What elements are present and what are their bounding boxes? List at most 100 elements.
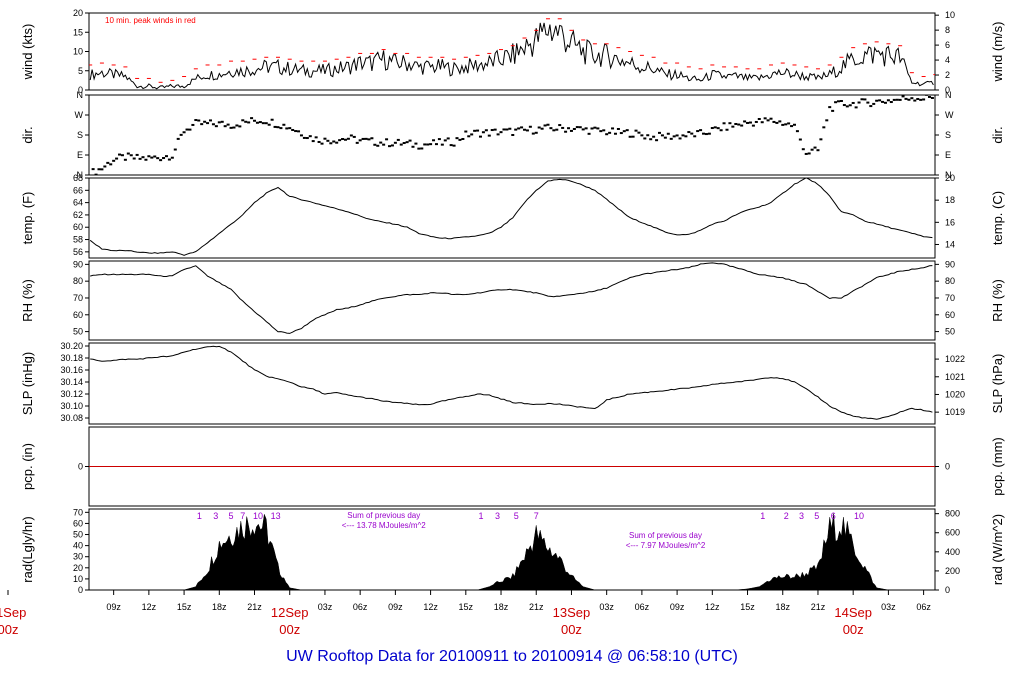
y2-tick-label: W	[945, 110, 954, 120]
y2-tick-label: E	[945, 150, 951, 160]
y2-tick-label: 1019	[945, 407, 965, 417]
direction-point	[916, 97, 920, 100]
y-tick-label: 20	[73, 563, 83, 573]
y-tick-label: 10	[73, 47, 83, 57]
direction-point	[126, 152, 130, 155]
panel-temp: 56 58 60 62 64 66 68 14 16 18 20 temp. (F) temp. (C)	[20, 173, 1005, 259]
direction-point	[164, 155, 168, 158]
direction-point	[247, 121, 251, 124]
direction-point	[408, 139, 412, 142]
direction-point	[590, 127, 594, 130]
direction-point	[167, 158, 171, 161]
direction-point	[349, 134, 353, 137]
direction-point	[355, 141, 359, 144]
direction-point	[637, 131, 641, 134]
day-date-label: 12Sep	[271, 605, 309, 620]
radiation-sum-note: Sum of previous day	[347, 511, 420, 520]
direction-point	[881, 100, 885, 103]
y-tick-label: 0	[78, 585, 83, 595]
direction-point	[473, 129, 477, 132]
direction-point	[176, 137, 180, 140]
direction-point	[255, 121, 259, 124]
x-tick-label: 06z	[916, 602, 931, 612]
y-tick-label: N	[77, 90, 84, 100]
y2-tick-label: 800	[945, 509, 960, 519]
direction-point	[684, 135, 688, 138]
direction-point	[910, 97, 914, 100]
direction-point	[772, 120, 776, 123]
direction-point	[605, 133, 609, 136]
direction-point	[464, 130, 468, 133]
direction-point	[206, 122, 210, 125]
y-tick-label: 10	[73, 574, 83, 584]
y-tick-label: 56	[73, 247, 83, 257]
direction-point	[302, 136, 306, 139]
direction-point	[162, 157, 166, 160]
direction-point	[267, 123, 271, 126]
direction-point	[927, 95, 931, 98]
direction-point	[546, 123, 550, 126]
direction-point	[649, 138, 653, 141]
direction-point	[118, 153, 122, 156]
direction-point	[367, 138, 371, 141]
direction-point	[390, 144, 394, 147]
panel-wind: 0 5 10 15 20 0 2 4 6 8 10 wind (kts) wind (m/s) 10 mi…	[20, 8, 1005, 95]
y-tick-label: 68	[73, 173, 83, 183]
direction-point	[628, 135, 632, 138]
y-tick-label: 0	[78, 462, 83, 472]
sun-hour-mark: 3	[495, 511, 500, 521]
direction-point	[432, 139, 436, 142]
direction-point	[655, 139, 659, 142]
y2-tick-label: 90	[945, 259, 955, 269]
day-hour-label: 00z	[561, 622, 582, 637]
direction-point	[663, 136, 667, 139]
direction-point	[487, 134, 491, 137]
direction-point	[481, 131, 485, 134]
direction-point	[778, 120, 782, 123]
direction-point	[361, 137, 365, 140]
direction-point	[467, 135, 471, 138]
direction-point	[567, 127, 571, 130]
y2-tick-label: 200	[945, 566, 960, 576]
direction-point	[299, 134, 303, 137]
y-axis-title: SLP (inHg)	[20, 352, 35, 415]
direction-point	[276, 126, 280, 129]
y2-tick-label: 50	[945, 327, 955, 337]
direction-point	[396, 138, 400, 141]
direction-point	[569, 129, 573, 132]
day-date-label: 11Sep	[0, 605, 26, 620]
direction-point	[308, 135, 312, 138]
direction-point	[561, 126, 565, 129]
direction-point	[132, 157, 136, 160]
y-tick-label: 90	[73, 259, 83, 269]
y-tick-label: 58	[73, 235, 83, 245]
sun-hour-mark: 5	[229, 511, 234, 521]
direction-point	[804, 152, 808, 155]
direction-point	[285, 127, 289, 130]
y-tick-label: 30.14	[60, 377, 83, 387]
direction-point	[91, 168, 95, 171]
x-tick-label: 03z	[599, 602, 614, 612]
direction-point	[523, 128, 527, 131]
y-tick-label: 5	[78, 66, 83, 76]
direction-point	[754, 120, 758, 123]
direction-point	[188, 128, 192, 131]
direction-point	[320, 142, 324, 145]
sun-hour-mark: 13	[271, 511, 281, 521]
direction-point	[930, 96, 934, 99]
y2-axis-title: temp. (C)	[990, 191, 1005, 245]
direction-point	[907, 98, 911, 101]
direction-point	[584, 127, 588, 130]
sun-hour-mark: 5	[514, 511, 519, 521]
y-tick-label: 30.18	[60, 353, 83, 363]
direction-point	[94, 173, 98, 175]
direction-point	[728, 122, 732, 125]
sun-hour-mark: 6	[831, 511, 836, 521]
day-hour-label: 00z	[843, 622, 864, 637]
x-tick-label: 21z	[529, 602, 544, 612]
direction-point	[144, 158, 148, 161]
direction-point	[399, 143, 403, 146]
direction-point	[652, 135, 656, 138]
direction-point	[543, 124, 547, 127]
